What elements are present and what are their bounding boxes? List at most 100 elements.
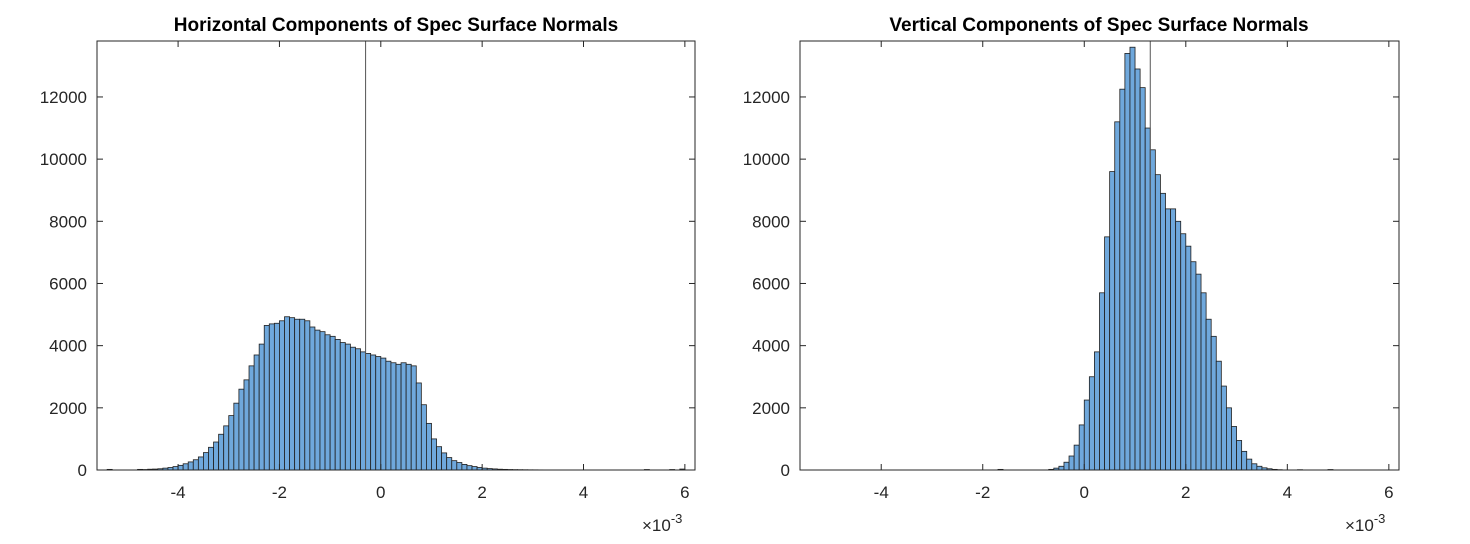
y-tick-label: 8000: [752, 212, 790, 231]
histogram-bar: [172, 466, 179, 471]
histogram-bar: [1180, 233, 1187, 471]
histogram-bar: [258, 343, 265, 471]
histogram-bar: [1109, 171, 1116, 471]
histogram-bar: [192, 459, 199, 471]
histogram-bar: [203, 452, 209, 471]
histogram-bar: [1134, 68, 1141, 471]
histogram-bar: [1160, 192, 1166, 471]
histogram-bar: [1154, 174, 1161, 471]
horizontal-components-panel: Horizontal Components of Spec Surface No…: [40, 15, 696, 535]
histogram-bar: [1241, 450, 1248, 471]
histogram-bar: [1078, 424, 1085, 471]
x-tick-label: -2: [272, 483, 287, 502]
histogram-bar: [208, 446, 214, 471]
histogram-bar: [461, 463, 468, 471]
axes-group: -4 -2 0 2 4 6 0 2000 4000 6000 8000 10000 12000: [743, 40, 1400, 502]
histogram-bar: [289, 317, 296, 471]
histogram-bar: [1144, 127, 1151, 471]
histogram-bar: [1063, 461, 1070, 471]
chart-title: Horizontal Components of Spec Surface No…: [174, 15, 618, 36]
histogram-bar: [238, 388, 245, 471]
histogram-bar: [1104, 236, 1111, 471]
x-tick-label: -4: [171, 483, 186, 502]
x-tick-label: 4: [579, 483, 588, 502]
histogram-bar: [365, 353, 372, 471]
histogram-bar: [1231, 426, 1237, 471]
histogram-bar: [370, 354, 377, 471]
histogram-bar: [1220, 385, 1227, 471]
histogram-bar: [415, 382, 422, 471]
histogram-bar: [223, 425, 230, 471]
bars-group: [106, 316, 686, 471]
histogram-bar: [344, 343, 351, 471]
y-tick-label: 6000: [49, 274, 87, 293]
histogram-bar: [436, 446, 443, 471]
y-tick-label: 6000: [752, 274, 790, 293]
histogram-bar: [456, 462, 463, 471]
y-tick-label: 0: [78, 461, 87, 480]
histogram-bar: [355, 348, 361, 471]
histogram-bar: [385, 360, 392, 471]
histogram-bar: [360, 351, 366, 471]
histogram-bar: [1165, 208, 1171, 471]
x-tick-label: 0: [1080, 483, 1089, 502]
histogram-bar: [395, 363, 402, 471]
y-tick-label: 10000: [40, 150, 87, 169]
histogram-bar: [228, 415, 235, 471]
y-tick-label: 0: [781, 461, 790, 480]
histogram-bar: [1124, 53, 1131, 471]
axes-box: [96, 40, 696, 471]
histogram-bar: [1088, 376, 1095, 471]
histogram-bar: [233, 402, 240, 471]
histogram-bar: [1114, 121, 1121, 471]
histogram-bar: [1068, 455, 1075, 471]
y-tick-label: 4000: [752, 337, 790, 356]
histogram-bar: [1256, 465, 1263, 471]
axes-box: [799, 40, 1400, 471]
histogram-bar: [243, 379, 250, 471]
y-tick-label: 2000: [49, 399, 87, 418]
histogram-bar: [248, 365, 255, 471]
y-tick-label: 12000: [743, 88, 790, 107]
histogram-bar: [1139, 87, 1146, 471]
histogram-bar: [1149, 149, 1156, 471]
histogram-bar: [431, 438, 437, 471]
histogram-bar: [400, 362, 407, 471]
y-tick-label: 10000: [743, 150, 790, 169]
histogram-bar: [279, 320, 285, 471]
histogram-bar: [304, 320, 311, 471]
histogram-bar: [263, 325, 270, 471]
histogram-bar: [1205, 318, 1212, 471]
x-tick-label: 4: [1283, 483, 1292, 502]
histogram-bar: [299, 318, 306, 471]
histogram-bar: [349, 346, 356, 471]
vertical-components-panel: Vertical Components of Spec Surface Norm…: [743, 15, 1400, 535]
histogram-bar: [1251, 463, 1258, 471]
histogram-bar: [294, 318, 301, 471]
histogram-bar: [390, 362, 397, 471]
x-tick-label: -4: [874, 483, 889, 502]
histogram-bar: [1190, 261, 1197, 471]
x-tick-label: 2: [1181, 483, 1190, 502]
histogram-bar: [446, 457, 453, 471]
histogram-bar: [1175, 220, 1182, 471]
histogram-bar: [253, 354, 260, 471]
histogram-bar: [268, 323, 275, 471]
histogram-bar: [451, 460, 458, 471]
histogram-bar: [329, 335, 336, 471]
histogram-bar: [1083, 399, 1090, 471]
histogram-bar: [182, 463, 189, 471]
histogram-bar: [1226, 407, 1232, 471]
histogram-bar: [1210, 335, 1217, 471]
histogram-bar: [314, 329, 321, 471]
histogram-bar: [1215, 360, 1222, 471]
bars-group: [997, 46, 1334, 471]
histogram-bar: [1058, 465, 1065, 471]
histogram-bar: [380, 357, 387, 471]
histogram-bar: [410, 365, 417, 471]
histogram-bar: [426, 422, 432, 471]
x-tick-label: -2: [975, 483, 990, 502]
x-tick-label: 2: [477, 483, 486, 502]
histogram-bar: [309, 326, 316, 471]
